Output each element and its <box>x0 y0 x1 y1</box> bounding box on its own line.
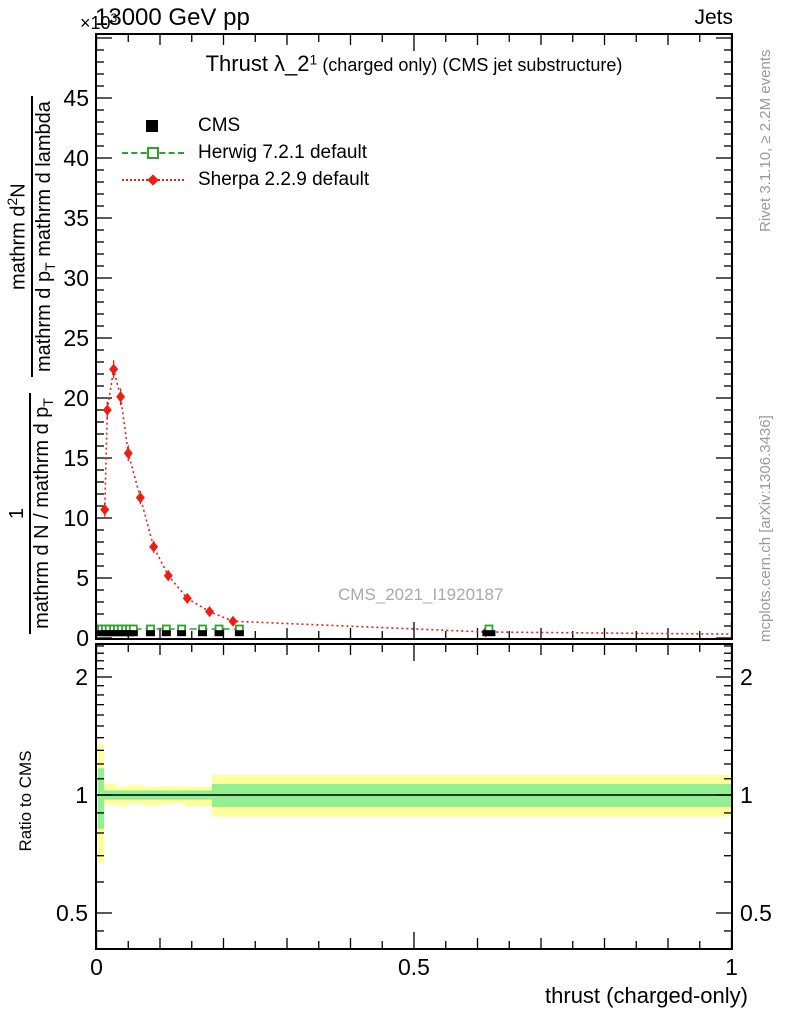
rivet-version-note: Rivet 3.1.10, ≥ 2.2M events <box>757 49 774 233</box>
ratio-y-tick-label-right: 2 <box>740 664 753 690</box>
legend-item-herwig: Herwig 7.2.1 default <box>122 139 369 166</box>
ratio-axis-ticks <box>95 645 733 948</box>
plot-title-exponent: 1 <box>309 51 318 68</box>
x-tick-label: 0.5 <box>398 954 430 980</box>
legend: CMS Herwig 7.2.1 default Sherpa 2.2.9 de… <box>122 112 369 193</box>
sherpa-dotted-line-icon <box>122 173 184 186</box>
ratio-y-axis-label: Ratio to CMS <box>16 750 35 852</box>
series-sherpa <box>100 360 732 638</box>
main-y-tick-label: 5 <box>76 565 89 591</box>
ratio-y-tick-label-left: 2 <box>75 664 88 690</box>
main-y-tick-label: 20 <box>63 385 89 411</box>
y-axis-scale-multiplier: ×103 <box>80 11 117 34</box>
ratio-y-tick-label-right: 0.5 <box>740 900 772 926</box>
frac1-numerator: 1 <box>5 507 28 520</box>
herwig-dashed-line-icon <box>122 146 184 159</box>
main-y-tick-label: 0 <box>76 625 89 651</box>
main-plot-canvas <box>95 33 733 640</box>
herwig-open-square-icon <box>147 146 159 159</box>
cms-filled-square-icon <box>146 119 158 132</box>
legend-label-sherpa: Sherpa 2.2.9 default <box>198 168 370 190</box>
ratio-plot-canvas <box>95 643 733 950</box>
legend-item-cms: CMS <box>122 112 369 139</box>
series-cms <box>97 630 496 637</box>
plot-title-observable: Thrust λ_2 <box>205 51 310 76</box>
main-axis-ticks <box>95 35 733 639</box>
beam-energy-title: 13000 GeV pp <box>95 4 250 31</box>
ratio-y-tick-label-left: 0.5 <box>56 900 88 926</box>
legend-label-herwig: Herwig 7.2.1 default <box>198 141 367 163</box>
mcplots-reference-note: mcplots.cern.ch [arXiv:1306.3436] <box>757 415 774 642</box>
ratio-y-tick-label-right: 1 <box>740 782 753 808</box>
scale-multiplier-text: ×10 <box>80 13 111 33</box>
frac2-numerator: mathrm d2N <box>4 183 30 290</box>
analysis-id-watermark: CMS_2021_I1920187 <box>338 585 504 604</box>
x-tick-label: 1 <box>725 954 738 980</box>
main-y-tick-label: 40 <box>63 145 89 171</box>
legend-item-sherpa: Sherpa 2.2.9 default <box>122 166 369 193</box>
plot-title-qualifier: (charged only) (CMS jet substructure) <box>317 55 623 75</box>
main-y-tick-label: 35 <box>63 205 89 231</box>
scale-exponent-text: 3 <box>110 11 118 25</box>
main-y-tick-label: 30 <box>63 265 89 291</box>
uncertainty-band <box>97 768 105 829</box>
x-axis-title: thrust (charged-only) <box>545 983 748 1008</box>
legend-label-cms: CMS <box>198 114 241 136</box>
plot-title: Thrust λ_21 (charged only) (CMS jet subs… <box>95 51 733 77</box>
ratio-y-tick-label-left: 1 <box>75 782 88 808</box>
main-y-tick-label: 25 <box>63 325 89 351</box>
main-y-tick-label: 15 <box>63 445 89 471</box>
x-tick-label: 0 <box>90 954 103 980</box>
main-y-tick-label: 10 <box>63 505 89 531</box>
analysis-group-title: Jets <box>694 6 733 29</box>
series-herwig <box>97 624 494 634</box>
main-y-tick-label: 45 <box>63 85 89 111</box>
